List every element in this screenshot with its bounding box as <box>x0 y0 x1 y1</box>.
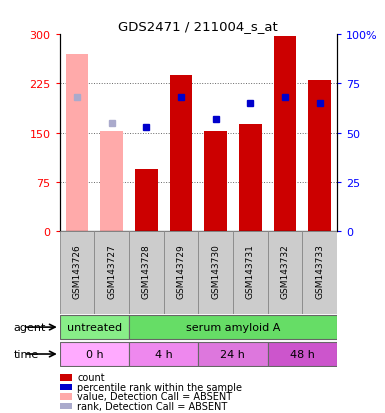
Bar <box>60 231 94 314</box>
Bar <box>60 342 129 366</box>
Text: GSM143733: GSM143733 <box>315 244 324 299</box>
Text: count: count <box>77 373 105 382</box>
Bar <box>198 342 268 366</box>
Bar <box>268 231 302 314</box>
Bar <box>302 231 337 314</box>
Bar <box>204 131 227 231</box>
Bar <box>268 342 337 366</box>
Text: GSM143732: GSM143732 <box>280 244 290 298</box>
Bar <box>94 231 129 314</box>
Bar <box>308 81 331 231</box>
Bar <box>60 315 129 339</box>
Text: GSM143727: GSM143727 <box>107 244 116 298</box>
Text: GSM143730: GSM143730 <box>211 244 220 299</box>
Text: 48 h: 48 h <box>290 349 315 359</box>
Bar <box>233 231 268 314</box>
Text: untreated: untreated <box>67 322 122 332</box>
Text: GSM143731: GSM143731 <box>246 244 255 299</box>
Text: GSM143728: GSM143728 <box>142 244 151 298</box>
Bar <box>66 55 88 231</box>
Text: 4 h: 4 h <box>155 349 172 359</box>
Text: serum amyloid A: serum amyloid A <box>186 322 280 332</box>
Text: 24 h: 24 h <box>221 349 245 359</box>
Bar <box>170 76 192 231</box>
Text: 0 h: 0 h <box>85 349 103 359</box>
Text: time: time <box>13 349 39 359</box>
Bar <box>135 169 157 231</box>
Bar <box>164 231 198 314</box>
Text: GSM143726: GSM143726 <box>72 244 82 298</box>
Text: value, Detection Call = ABSENT: value, Detection Call = ABSENT <box>77 392 232 401</box>
Title: GDS2471 / 211004_s_at: GDS2471 / 211004_s_at <box>119 19 278 33</box>
Bar <box>129 315 337 339</box>
Bar <box>100 131 123 231</box>
Text: percentile rank within the sample: percentile rank within the sample <box>77 382 242 392</box>
Text: GSM143729: GSM143729 <box>176 244 186 298</box>
Bar <box>129 342 198 366</box>
Text: rank, Detection Call = ABSENT: rank, Detection Call = ABSENT <box>77 401 227 411</box>
Bar <box>129 231 164 314</box>
Bar <box>198 231 233 314</box>
Bar <box>274 36 296 231</box>
Text: agent: agent <box>13 322 46 332</box>
Bar <box>239 125 261 231</box>
